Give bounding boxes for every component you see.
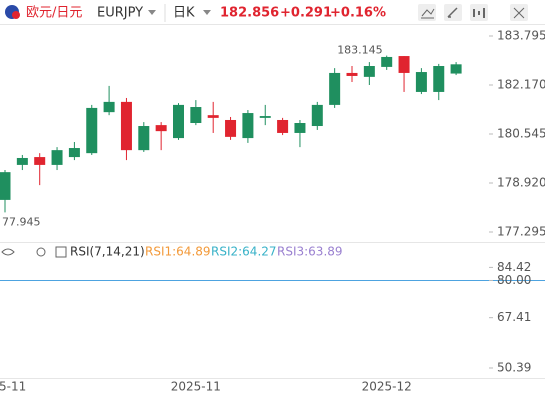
- change-pct: +0.16%: [330, 6, 386, 21]
- low-annotation: 77.945: [2, 215, 41, 228]
- candle-body: [450, 64, 462, 74]
- y-tick-label: 50.39: [497, 360, 531, 374]
- y-tick-label: 183.795: [497, 29, 545, 43]
- dropdown-arrow[interactable]: [203, 10, 211, 15]
- tool-icon: [473, 8, 485, 18]
- candle-body: [190, 107, 202, 124]
- candle-body: [311, 104, 323, 127]
- candle-body: [242, 113, 254, 139]
- y-tick-label: 182.170: [497, 78, 545, 92]
- y-tick-label: 178.920: [497, 176, 545, 190]
- dropdown-arrow[interactable]: [148, 10, 156, 15]
- tool-icon: [513, 7, 525, 19]
- legend-entry: RSI2:64.27: [211, 245, 277, 259]
- eye-icon[interactable]: [1, 248, 15, 256]
- candle-body: [225, 119, 237, 137]
- tool-icon: [447, 7, 458, 18]
- candle-body: [138, 126, 150, 151]
- candle-body: [86, 107, 98, 154]
- candle-body: [415, 72, 427, 92]
- candle-body: [277, 119, 289, 133]
- price: 182.856: [220, 6, 279, 21]
- x-tick-label: 2025-12: [362, 380, 412, 394]
- y-tick-label: 177.295: [497, 225, 545, 239]
- period[interactable]: 日K: [173, 6, 195, 21]
- candle-body: [398, 56, 410, 73]
- candle-body: [51, 150, 63, 165]
- candle-body: [120, 101, 132, 151]
- y-tick-label: 80.00: [497, 273, 531, 287]
- candle-body: [346, 72, 358, 76]
- y-tick-label: 84.42: [497, 260, 531, 274]
- rsi-header: RSI(7,14,21): [1, 245, 145, 259]
- change: +0.291: [280, 6, 332, 21]
- candle-body: [207, 115, 219, 118]
- y-tick-label: 180.545: [497, 127, 545, 141]
- toolbar: 欧元/日元 EURJPY 日K 182.856 +0.291 +0.16%: [0, 4, 545, 25]
- candle-body: [259, 116, 271, 118]
- candle-body: [34, 157, 46, 165]
- candle-body: [363, 66, 375, 77]
- symbol[interactable]: EURJPY: [97, 6, 143, 21]
- tool-button[interactable]: [418, 4, 436, 21]
- x-tick-label: 5-11: [0, 380, 26, 394]
- candle-body: [16, 157, 28, 165]
- candle-body: [155, 125, 167, 132]
- gear-icon[interactable]: [36, 247, 46, 257]
- candle-body: [0, 172, 11, 200]
- candle-body: [433, 66, 445, 92]
- candle-body: [381, 56, 393, 67]
- x-tick-label: 2025-11: [171, 380, 221, 394]
- candle-body: [103, 101, 115, 113]
- flag-icon: [12, 11, 20, 19]
- y-tick-label: 67.41: [497, 310, 531, 324]
- high-annotation: 183.145: [337, 44, 383, 57]
- indicator-title: RSI(7,14,21): [70, 245, 145, 259]
- candle-body: [173, 104, 184, 139]
- tool-icon: [421, 8, 435, 19]
- legend-entry: RSI1:64.89: [145, 245, 211, 259]
- candle-body: [294, 123, 306, 133]
- candle-body: [68, 148, 80, 158]
- settings-icon[interactable]: [55, 246, 67, 258]
- legend-entry: RSI3:63.89: [277, 245, 343, 259]
- candle-body: [329, 72, 341, 105]
- pair-name[interactable]: 欧元/日元: [26, 6, 82, 21]
